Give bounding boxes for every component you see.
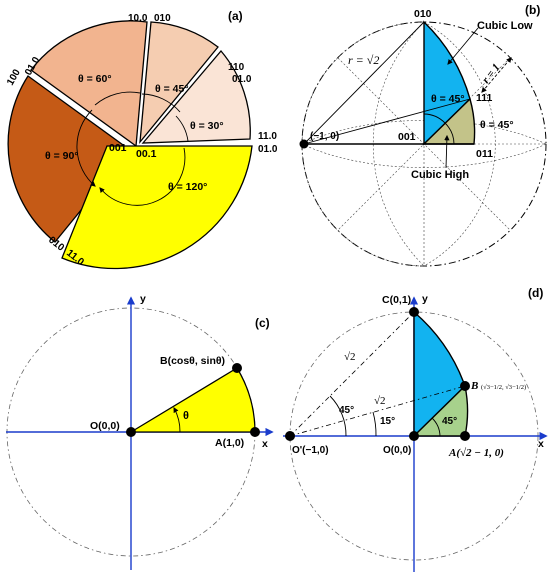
deg45-green-label: 45° (442, 416, 457, 427)
label-010: 010 (414, 8, 432, 20)
panel-d: (d) C(0,1) y x √2 √2 45° 15° B (√3−1/2, … (283, 286, 548, 572)
sector (128, 367, 256, 433)
a-label-d: A(√2 − 1, 0) (448, 447, 504, 459)
arc-45-left (329, 395, 347, 437)
angle-30-label: θ = 30° (190, 120, 224, 132)
label-111: 111 (476, 92, 493, 104)
panel-d-tag: (d) (528, 286, 543, 300)
point-o-d (409, 431, 419, 441)
cubic-low-label: Cubic Low (477, 20, 533, 32)
r1-dimension (481, 57, 512, 93)
r-sqrt2-label: r = √2 (348, 53, 379, 67)
neg1-0-label: (−1, 0) (310, 131, 339, 142)
line-oprime-c (289, 311, 415, 437)
label-110: 110 (228, 62, 245, 73)
wedge-30-shape (141, 49, 251, 144)
o-label-d: O(0,0) (383, 445, 411, 456)
label-011: 011 (476, 148, 493, 160)
cubic-low-pointer (447, 27, 479, 65)
label-01-0-bottom-right: 01.0 (258, 144, 278, 155)
wedge-60-shape (30, 20, 148, 148)
a-label: A(1,0) (215, 437, 244, 449)
panel-c-tag: (c) (255, 316, 270, 330)
label-001: 001 (398, 131, 416, 143)
b-label: B(cosθ, sinθ) (160, 355, 225, 367)
wedge-120-shape (61, 145, 253, 270)
cubic-high-region (422, 97, 476, 145)
radius-diag-line (303, 98, 471, 145)
panel-b: (b) 010 Cubic Low r = √2 r = 1 θ = 45° 1… (299, 3, 547, 267)
angle-bottom-label: θ = 45° (480, 119, 514, 131)
y-label: y (140, 293, 146, 305)
x-label: x (262, 438, 268, 450)
arc-120 (99, 147, 186, 206)
deg45-left-label: 45° (339, 405, 354, 416)
y-label-d: y (422, 293, 428, 305)
angle-120-label: θ = 120° (168, 181, 207, 193)
sqrt2-label-a: √2 (344, 351, 356, 363)
label-100: 100 (5, 67, 23, 87)
b-coords-label: (√3−1/2, √3−1/2) (481, 383, 526, 391)
cubic-high-pointer (444, 134, 450, 169)
r-1-label: r = 1 (480, 61, 503, 85)
label-11-0-right: 11.0 (258, 131, 277, 142)
point-a-d (460, 431, 470, 441)
wedge-45-shape (139, 21, 219, 145)
o-prime-label: O'(−1,0) (292, 445, 329, 456)
label-10-0: 10.0 (128, 13, 148, 24)
angle-60-label: θ = 60° (78, 73, 112, 85)
point-b-d (460, 381, 470, 391)
grid-arc-lat2 (301, 143, 547, 168)
arc-45 (141, 93, 181, 113)
arc-15 (372, 411, 377, 437)
o-label: O(0,0) (90, 420, 120, 432)
line-oprime-b (289, 385, 466, 437)
point-o-prime (285, 431, 295, 441)
angle-90-label: θ = 90° (45, 150, 79, 162)
panel-b-tag: (b) (525, 3, 540, 17)
angle-arc-bottom (444, 122, 455, 145)
panel-a: (a) θ = 60° θ = 45° θ = 30° θ = 90° θ = … (5, 9, 278, 270)
theta-arc (173, 407, 181, 433)
grid-arc-left (301, 21, 425, 267)
panel-c: (c) y x B(cosθ, sinθ) θ O(0,0) A(1,0) (6, 293, 274, 570)
c-label: C(0,1) (382, 294, 411, 306)
label-01-0-right: 01.0 (232, 74, 252, 85)
sqrt2-label-b: √2 (374, 395, 386, 407)
label-00-1: 00.1 (136, 148, 157, 160)
point-b (232, 363, 242, 373)
arc-30 (175, 115, 189, 142)
grid-arc-l2 (373, 21, 425, 267)
point-c (409, 307, 419, 317)
point-neg1 (299, 139, 309, 149)
theta-label: θ (183, 410, 189, 422)
cubic-low-region (423, 20, 471, 146)
radius-sqrt2-line (303, 21, 425, 145)
arc-90 (76, 109, 96, 187)
panel-a-tag: (a) (228, 9, 243, 23)
label-010-top: 010 (154, 13, 171, 24)
point-o (126, 427, 136, 437)
angle-arc-top (423, 113, 446, 124)
deg15-label: 15° (380, 416, 395, 427)
arc-60 (94, 91, 141, 106)
angle-45-label: θ = 45° (155, 83, 189, 95)
b-point-label: B (470, 380, 478, 392)
grid-arc-r1 (423, 21, 496, 267)
angle-top-label: θ = 45° (431, 93, 465, 105)
point-a (250, 427, 260, 437)
wedge-90-shape (7, 75, 131, 243)
label-001: 001 (109, 142, 127, 154)
arc-45-green (431, 417, 441, 437)
cubic-high-label: Cubic High (411, 169, 469, 181)
x-label-d: x (538, 438, 544, 450)
